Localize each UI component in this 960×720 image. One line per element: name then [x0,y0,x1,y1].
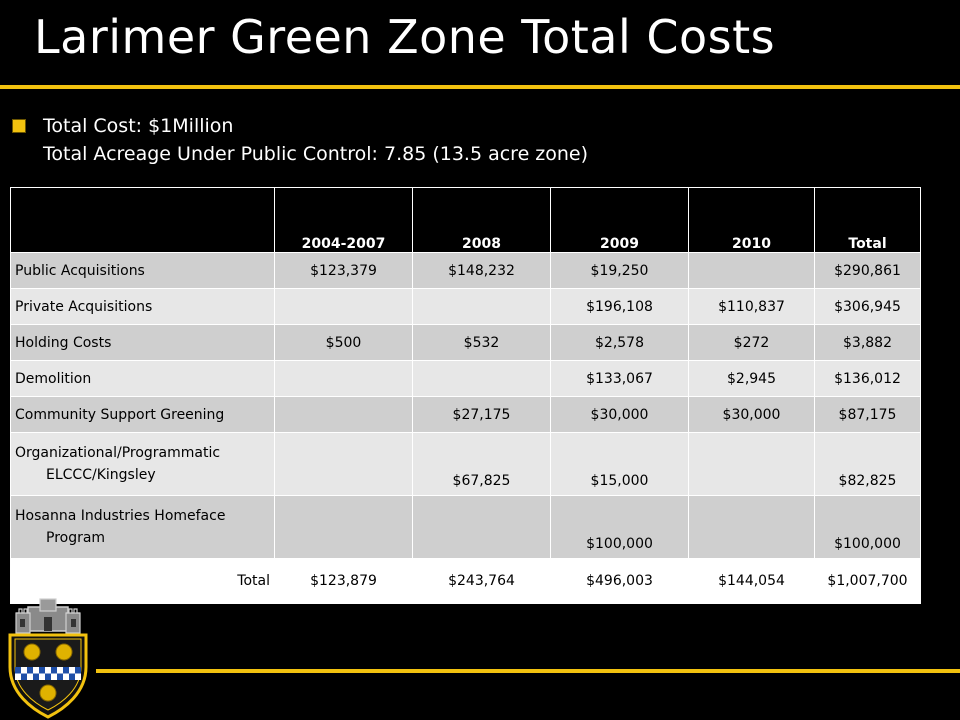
row-label-line1: Organizational/Programmatic [15,445,221,461]
cell-2010 [688,495,815,559]
cell-2010: $30,000 [688,396,815,433]
row-label: Hosanna Industries Homeface Program [10,495,275,559]
row-label-line2: ELCCC/Kingsley [46,467,156,483]
cell-2004-2007: $123,879 [274,558,413,604]
cell-2004-2007 [274,495,413,559]
header-corner [10,187,275,253]
cell-2009: $133,067 [550,360,689,397]
header-2009: 2009 [550,187,689,253]
cell-2010: $2,945 [688,360,815,397]
cell-total: $87,175 [814,396,921,433]
footer-divider [96,669,960,673]
cell-2008 [412,288,551,325]
cell-2008 [412,495,551,559]
header-2004-2007: 2004-2007 [274,187,413,253]
cell-total: $1,007,700 [814,558,921,604]
cell-2010: $110,837 [688,288,815,325]
cell-2004-2007: $123,379 [274,252,413,289]
cell-2008: $27,175 [412,396,551,433]
square-bullet-icon [12,119,26,133]
row-label: Community Support Greening [10,396,275,433]
cell-2009: $100,000 [550,495,689,559]
cell-2009: $30,000 [550,396,689,433]
row-label: Public Acquisitions [10,252,275,289]
table-row: Private Acquisitions $196,108 $110,837 $… [10,288,921,325]
cell-2008: $243,764 [412,558,551,604]
cell-2008: $532 [412,324,551,361]
cell-2009: $496,003 [550,558,689,604]
cell-2009: $2,578 [550,324,689,361]
header-total: Total [814,187,921,253]
row-label-line2: Program [46,530,106,546]
cell-2010: $144,054 [688,558,815,604]
total-acreage-text: Total Acreage Under Public Control: 7.85… [43,143,589,165]
row-label: Organizational/Programmatic ELCCC/Kingsl… [10,432,275,496]
row-label-line1: Hosanna Industries Homeface [15,508,226,524]
row-label: Holding Costs [10,324,275,361]
costs-table: 2004-2007 2008 2009 2010 Total Public Ac… [10,187,921,604]
cell-2008: $67,825 [412,432,551,496]
cell-2010 [688,432,815,496]
title-divider [0,85,960,89]
cell-2009: $196,108 [550,288,689,325]
cell-total: $306,945 [814,288,921,325]
table-total-row: Total $123,879 $243,764 $496,003 $144,05… [10,558,921,604]
cell-2008 [412,360,551,397]
table-row: Demolition $133,067 $2,945 $136,012 [10,360,921,397]
table-row: Public Acquisitions $123,379 $148,232 $1… [10,252,921,289]
table-row: Community Support Greening $27,175 $30,0… [10,396,921,433]
header-2010: 2010 [688,187,815,253]
cell-2004-2007 [274,432,413,496]
cell-2004-2007: $500 [274,324,413,361]
cell-2010: $272 [688,324,815,361]
row-label: Demolition [10,360,275,397]
cell-total: $3,882 [814,324,921,361]
row-label: Private Acquisitions [10,288,275,325]
cell-2010 [688,252,815,289]
cell-2004-2007 [274,360,413,397]
header-2008: 2008 [412,187,551,253]
cell-total: $290,861 [814,252,921,289]
cell-total: $100,000 [814,495,921,559]
cell-2009: $19,250 [550,252,689,289]
row-label-total: Total [10,558,275,604]
table-row: Holding Costs $500 $532 $2,578 $272 $3,8… [10,324,921,361]
slide-title: Larimer Green Zone Total Costs [34,10,776,64]
cell-total: $82,825 [814,432,921,496]
city-crest-icon [8,598,88,719]
table-row: Organizational/Programmatic ELCCC/Kingsl… [10,432,921,496]
cell-2004-2007 [274,396,413,433]
cell-2008: $148,232 [412,252,551,289]
total-cost-text: Total Cost: $1Million [43,115,234,137]
cell-total: $136,012 [814,360,921,397]
cell-2009: $15,000 [550,432,689,496]
cell-2004-2007 [274,288,413,325]
table-row: Hosanna Industries Homeface Program $100… [10,495,921,559]
table-header-row: 2004-2007 2008 2009 2010 Total [10,187,921,253]
